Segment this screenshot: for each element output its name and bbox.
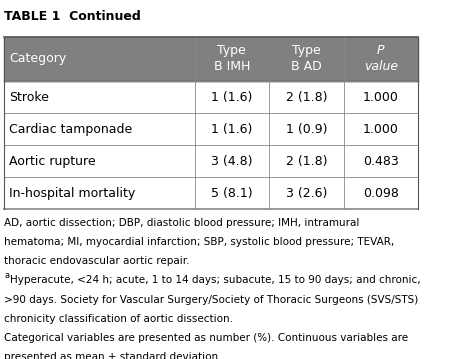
Text: hematoma; MI, myocardial infarction; SBP, systolic blood pressure; TEVAR,: hematoma; MI, myocardial infarction; SBP… bbox=[4, 237, 394, 247]
Text: chronicity classification of aortic dissection.: chronicity classification of aortic diss… bbox=[4, 314, 233, 324]
Text: Type
B IMH: Type B IMH bbox=[214, 45, 250, 74]
Text: 3 (2.6): 3 (2.6) bbox=[286, 187, 327, 200]
Text: 1 (0.9): 1 (0.9) bbox=[285, 123, 327, 136]
Text: P
value: P value bbox=[364, 45, 398, 74]
Text: 3 (4.8): 3 (4.8) bbox=[211, 155, 253, 168]
Text: Categorical variables are presented as number (%). Continuous variables are: Categorical variables are presented as n… bbox=[4, 333, 408, 343]
Text: 2 (1.8): 2 (1.8) bbox=[285, 91, 327, 104]
Text: In-hospital mortality: In-hospital mortality bbox=[9, 187, 136, 200]
Text: thoracic endovascular aortic repair.: thoracic endovascular aortic repair. bbox=[4, 256, 190, 266]
Text: AD, aortic dissection; DBP, diastolic blood pressure; IMH, intramural: AD, aortic dissection; DBP, diastolic bl… bbox=[4, 218, 360, 228]
Bar bbox=[4, 177, 418, 209]
Text: 2 (1.8): 2 (1.8) bbox=[285, 155, 327, 168]
Text: Aortic rupture: Aortic rupture bbox=[9, 155, 96, 168]
Bar bbox=[4, 37, 418, 81]
Text: 1.000: 1.000 bbox=[363, 91, 399, 104]
Text: Stroke: Stroke bbox=[9, 91, 49, 104]
Text: presented as mean + standard deviation.: presented as mean + standard deviation. bbox=[4, 353, 222, 359]
Text: TABLE 1  Continued: TABLE 1 Continued bbox=[4, 10, 141, 23]
Text: Category: Category bbox=[9, 52, 66, 65]
Text: >90 days. Society for Vascular Surgery/Society of Thoracic Surgeons (SVS/STS): >90 days. Society for Vascular Surgery/S… bbox=[4, 295, 419, 304]
Text: Type
B AD: Type B AD bbox=[291, 45, 322, 74]
Bar bbox=[4, 81, 418, 113]
Text: 1.000: 1.000 bbox=[363, 123, 399, 136]
Text: 0.098: 0.098 bbox=[363, 187, 399, 200]
Text: Hyperacute, <24 h; acute, 1 to 14 days; subacute, 15 to 90 days; and chronic,: Hyperacute, <24 h; acute, 1 to 14 days; … bbox=[9, 275, 420, 285]
Text: 1 (1.6): 1 (1.6) bbox=[211, 91, 253, 104]
Text: 0.483: 0.483 bbox=[363, 155, 399, 168]
Bar bbox=[4, 113, 418, 145]
Text: 1 (1.6): 1 (1.6) bbox=[211, 123, 253, 136]
Text: 5 (8.1): 5 (8.1) bbox=[211, 187, 253, 200]
Text: a: a bbox=[4, 271, 9, 280]
Text: Cardiac tamponade: Cardiac tamponade bbox=[9, 123, 132, 136]
Bar bbox=[4, 145, 418, 177]
